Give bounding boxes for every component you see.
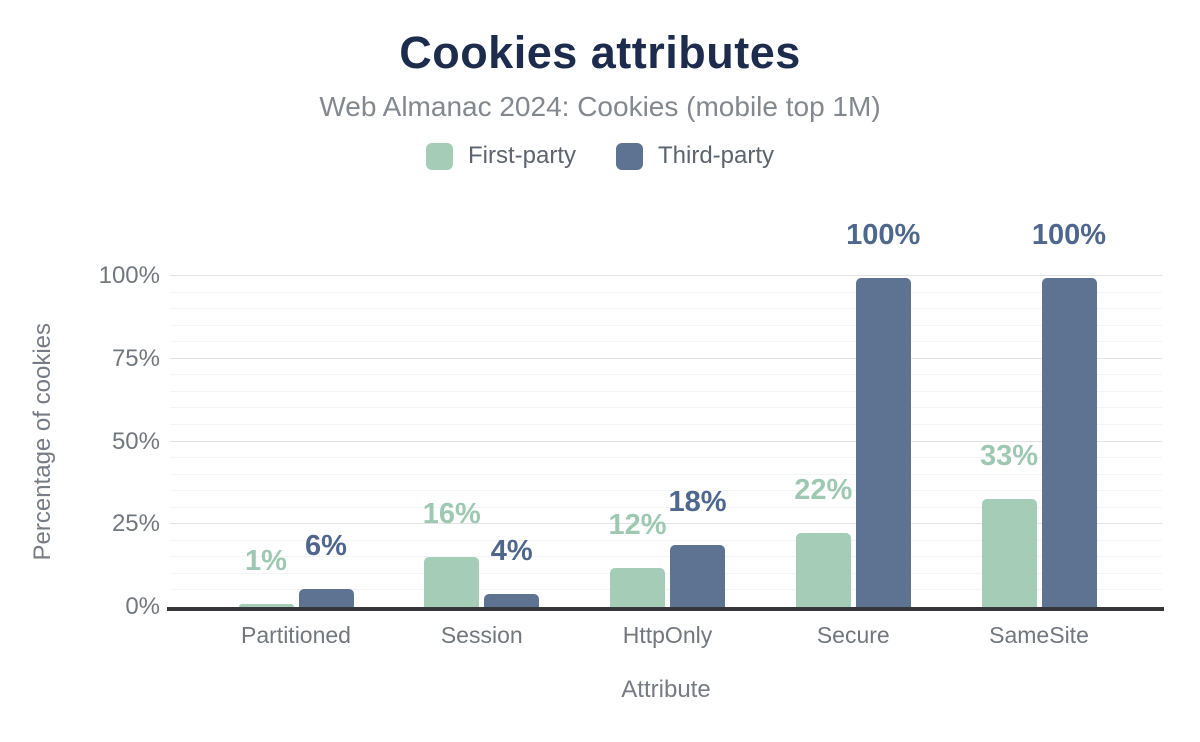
- minor-gridline: [170, 308, 1162, 310]
- plot-area: 1% 16% 12% 22% 33% 6% 4% 18% 100% 100%: [167, 221, 1164, 611]
- bar-data-label: 33%: [979, 440, 1039, 473]
- legend-item-third-party: Third-party: [615, 142, 775, 170]
- y-tick-label: 50%: [111, 427, 160, 455]
- x-tick-label: Partitioned: [241, 622, 351, 648]
- bar-first-party-samesite: [981, 499, 1037, 607]
- minor-gridline: [170, 423, 1162, 425]
- bar-third-party-samesite: [1041, 278, 1097, 607]
- major-gridline: [170, 523, 1162, 525]
- bar-first-party-httponly: [610, 568, 665, 607]
- legend-item-first-party: First-party: [425, 142, 576, 170]
- minor-gridline: [170, 539, 1162, 541]
- x-tick-label: Session: [440, 622, 523, 648]
- minor-gridline: [170, 473, 1162, 475]
- bar-data-label: 22%: [794, 474, 853, 507]
- bar-first-party-session: [424, 557, 480, 607]
- y-tick-label: 100%: [98, 262, 160, 289]
- bar-third-party-partitioned: [298, 589, 354, 607]
- x-axis-line: [167, 607, 1164, 611]
- legend: First-party Third-party: [0, 141, 1200, 171]
- minor-gridline: [170, 407, 1162, 409]
- legend-label: First-party: [467, 142, 576, 169]
- major-gridline: [170, 275, 1162, 276]
- bar-data-label: 100%: [1031, 219, 1107, 252]
- legend-swatch: [615, 142, 643, 170]
- minor-gridline: [170, 506, 1162, 508]
- bar-data-label: 18%: [668, 486, 727, 519]
- minor-gridline: [170, 572, 1162, 574]
- y-tick-label: 25%: [111, 510, 160, 538]
- major-gridline: [170, 357, 1162, 359]
- bar-data-label: 6%: [305, 530, 347, 563]
- bar-data-label: 100%: [846, 219, 921, 252]
- bar-third-party-httponly: [670, 545, 725, 607]
- minor-gridline: [170, 390, 1162, 392]
- bar-first-party-secure: [795, 533, 851, 607]
- legend-swatch: [425, 142, 453, 170]
- bar-data-label: 16%: [422, 498, 481, 531]
- minor-gridline: [170, 457, 1162, 459]
- minor-gridline: [170, 589, 1162, 591]
- x-tick-label: SameSite: [989, 622, 1089, 648]
- bar-data-label: 1%: [245, 545, 287, 578]
- bar-third-party-session: [484, 594, 540, 607]
- bar-third-party-secure: [855, 278, 911, 607]
- major-gridline: [170, 440, 1162, 442]
- x-tick-label: HttpOnly: [622, 622, 713, 648]
- chart-subtitle: Web Almanac 2024: Cookies (mobile top 1M…: [319, 91, 881, 122]
- bar-first-party-partitioned: [238, 604, 294, 607]
- y-tick-label: 75%: [111, 344, 160, 372]
- legend-label: Third-party: [657, 142, 775, 169]
- bar-data-label: 12%: [608, 509, 667, 542]
- minor-gridline: [170, 324, 1162, 326]
- minor-gridline: [170, 291, 1162, 293]
- chart-title: Cookies attributes: [399, 27, 801, 78]
- x-tick-label: Secure: [816, 622, 890, 648]
- minor-gridline: [170, 374, 1162, 376]
- x-axis-title: Attribute: [621, 676, 711, 703]
- minor-gridline: [170, 556, 1162, 558]
- y-tick-label: 0%: [125, 593, 160, 620]
- bar-data-label: 4%: [490, 535, 533, 568]
- minor-gridline: [170, 341, 1162, 343]
- minor-gridline: [170, 490, 1162, 492]
